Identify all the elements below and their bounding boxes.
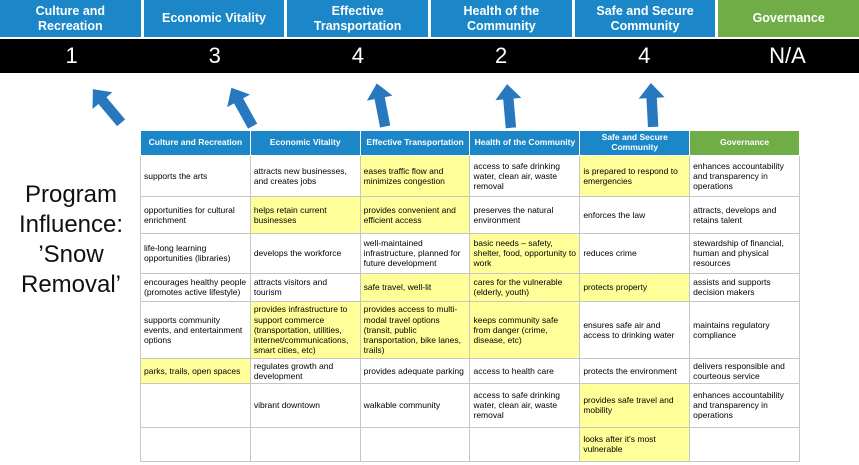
page-title: Program Influence: ’Snow Removal’ — [18, 181, 124, 298]
matrix-row-2: opportunities for cultural enrichment hel… — [140, 195, 800, 234]
matrix-cell-r7c2: vibrant downtown — [249, 382, 361, 428]
summary-header-safe-and-secure-community: Safe and Secure Community — [574, 0, 716, 37]
matrix-row-8: looks after it's most vulnerable — [140, 426, 800, 462]
matrix-cell-r2c5: enforces the law — [579, 195, 691, 234]
summary-header-effective-transportation: Effective Transportation — [287, 0, 429, 37]
summary-header-band: Culture and Recreation Economic Vitality E… — [0, 0, 859, 37]
matrix-row-3: life-long learning opportunities (librar… — [140, 232, 800, 274]
matrix-cell-r1c3: eases traffic flow and minimizes congest… — [359, 154, 471, 197]
matrix-cell-r8c5: looks after it's most vulnerable — [579, 426, 691, 462]
matrix-cell-r7c6: enhances accountability and transparency… — [689, 382, 800, 428]
matrix-cell-r5c6: maintains regulatory compliance — [689, 300, 800, 359]
score-safe-and-secure-community: 4 — [638, 43, 651, 68]
matrix-cell-r8c2 — [249, 426, 361, 462]
matrix-cell-r3c3: well-maintained infrastructure, planned … — [359, 232, 471, 274]
matrix-row-6: parks, trails, open spaces regulates grow… — [140, 357, 800, 384]
summary-header-culture-and-recreation: Culture and Recreation — [0, 0, 141, 37]
up-arrow-icon — [364, 81, 398, 129]
matrix-cell-r8c4 — [469, 426, 581, 462]
matrix-row-4: encourages healthy people (promotes acti… — [140, 272, 800, 302]
matrix-cell-r5c2: provides infrastructure to support comme… — [249, 300, 361, 359]
matrix-cell-r1c4: access to safe drinking water, clean air… — [469, 154, 581, 197]
matrix-cell-r1c1: supports the arts — [140, 154, 251, 197]
matrix-cell-r6c2: regulates growth and development — [249, 357, 361, 384]
matrix-cell-r6c6: delivers responsible and courteous servi… — [689, 357, 800, 384]
matrix-cell-r5c5: ensures safe air and access to drinking … — [579, 300, 691, 359]
matrix-cell-r3c2: develops the workforce — [249, 232, 361, 274]
matrix-cell-r3c6: stewardship of financial, human and phys… — [689, 232, 800, 274]
matrix-row-7: vibrant downtown walkable community access… — [140, 382, 800, 428]
matrix-cell-r3c1: life-long learning opportunities (librar… — [140, 232, 251, 274]
matrix-cell-r8c3 — [359, 426, 471, 462]
matrix-cell-r6c4: access to health care — [469, 357, 581, 384]
matrix-cell-r4c5: protects property — [579, 272, 691, 302]
matrix-cell-r8c6 — [689, 426, 800, 462]
up-arrow-icon — [220, 81, 264, 132]
matrix-cell-r4c6: assists and supports decision makers — [689, 272, 800, 302]
matrix-cell-r2c4: preserves the natural environment — [469, 195, 581, 234]
matrix-cell-r8c1 — [140, 426, 251, 462]
matrix-cell-r1c2: attracts new businesses, and creates job… — [249, 154, 361, 197]
matrix-row-1: supports the arts attracts new businesses… — [140, 154, 800, 197]
summary-header-health-of-the-community: Health of the Community — [431, 0, 572, 37]
matrix-cell-r2c2: helps retain current businesses — [249, 195, 361, 234]
matrix-cell-r3c5: reduces crime — [579, 232, 691, 274]
up-arrow-icon — [83, 81, 131, 131]
score-culture-and-recreation: 1 — [65, 43, 78, 68]
matrix-cell-r3c4: basic needs – safety, shelter, food, opp… — [469, 232, 581, 274]
matrix-cell-r2c1: opportunities for cultural enrichment — [140, 195, 251, 234]
matrix-cell-r2c6: attracts, develops and retains talent — [689, 195, 800, 234]
matrix-header-culture-and-recreation: Culture and Recreation — [140, 130, 251, 156]
matrix-header-governance: Governance — [689, 130, 800, 156]
matrix-header-effective-transportation: Effective Transportation — [359, 130, 471, 156]
matrix-cell-r6c3: provides adequate parking — [359, 357, 471, 384]
score-governance: N/A — [769, 43, 806, 68]
summary-header-economic-vitality: Economic Vitality — [143, 0, 285, 37]
matrix-cell-r7c5: provides safe travel and mobility — [579, 382, 691, 428]
matrix-cell-r5c1: supports community events, and entertain… — [140, 300, 251, 359]
matrix-cell-r4c2: attracts visitors and tourism — [249, 272, 361, 302]
matrix-cell-r1c5: is prepared to respond to emergencies — [579, 154, 691, 197]
matrix-row-5: supports community events, and entertain… — [140, 300, 800, 359]
matrix-cell-r4c4: cares for the vulnerable (elderly, youth… — [469, 272, 581, 302]
summary-header-governance: Governance — [718, 0, 859, 37]
matrix-header-row: Culture and Recreation Economic Vitality E… — [140, 130, 800, 156]
matrix-cell-r7c4: access to safe drinking water, clean air… — [469, 382, 581, 428]
matrix-header-safe-and-secure-community: Safe and Secure Community — [579, 130, 691, 156]
matrix-header-health-of-the-community: Health of the Community — [469, 130, 581, 156]
matrix-cell-r5c3: provides access to multi-modal travel op… — [359, 300, 471, 359]
matrix-header-economic-vitality: Economic Vitality — [249, 130, 361, 156]
up-arrow-icon — [494, 83, 524, 129]
matrix-cell-r1c6: enhances accountability and transparency… — [689, 154, 800, 197]
score-economic-vitality: 3 — [208, 43, 221, 68]
matrix-cell-r6c5: protects the environment — [579, 357, 691, 384]
score-band: 1 3 4 2 4 N/A — [0, 39, 859, 73]
matrix-cell-r6c1: parks, trails, open spaces — [140, 357, 251, 384]
matrix-cell-r5c4: keeps community safe from danger (crime,… — [469, 300, 581, 359]
matrix-cell-r4c3: safe travel, well-lit — [359, 272, 471, 302]
matrix-cell-r7c1 — [140, 382, 251, 428]
up-arrow-icon — [638, 82, 666, 128]
matrix-cell-r2c3: provides convenient and efficient access — [359, 195, 471, 234]
score-health-of-the-community: 2 — [494, 43, 508, 68]
matrix-cell-r7c3: walkable community — [359, 382, 471, 428]
score-effective-transportation: 4 — [351, 43, 365, 68]
matrix-cell-r4c1: encourages healthy people (promotes acti… — [140, 272, 251, 302]
influence-matrix: Culture and Recreation Economic Vitality E… — [140, 130, 800, 462]
